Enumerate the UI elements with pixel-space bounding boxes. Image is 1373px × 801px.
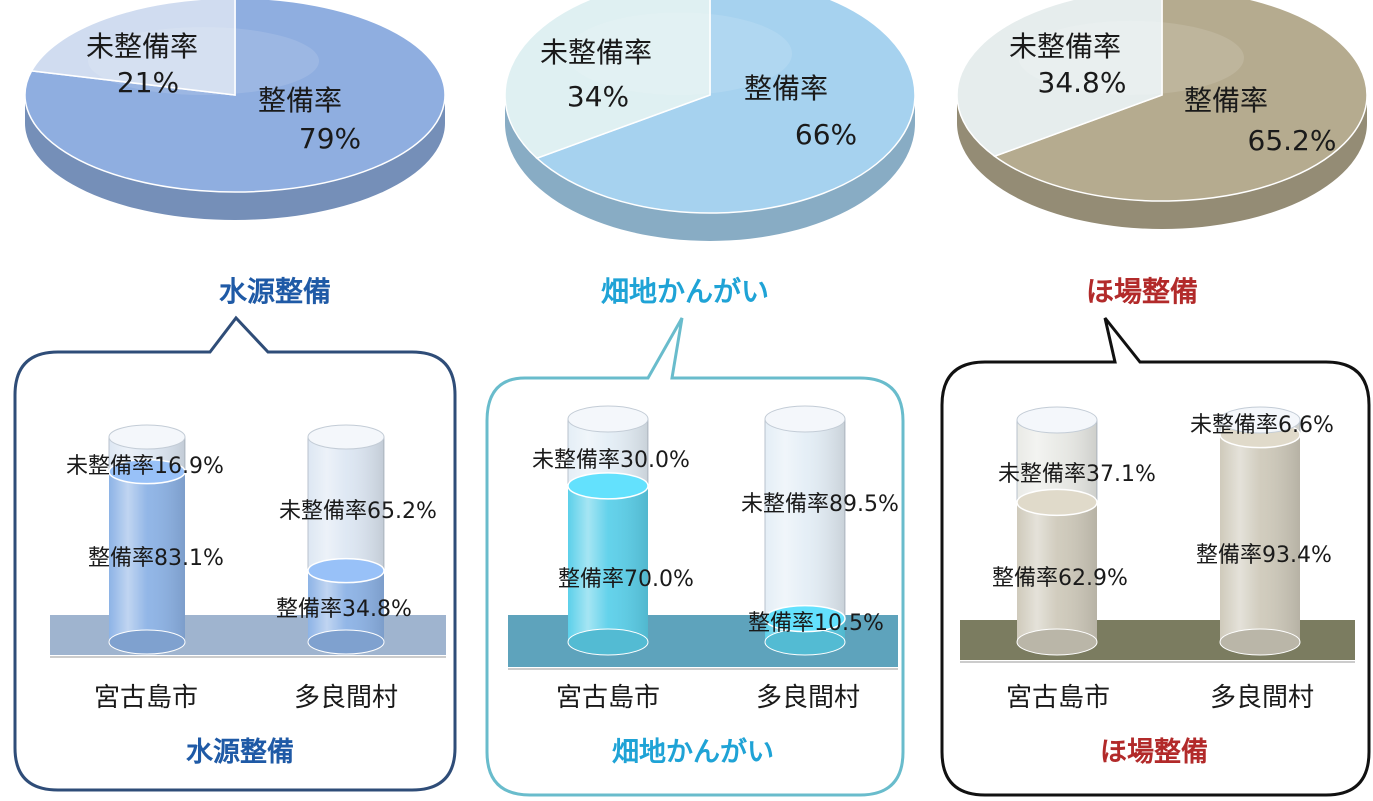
pie-slice-value: 66% xyxy=(795,118,857,151)
cylinder-shine xyxy=(1220,420,1300,642)
cylinder-label: 整備率62.9% xyxy=(992,566,1128,591)
chart-title: 水源整備 xyxy=(186,736,294,768)
pie-slice-label: 未整備率 xyxy=(86,30,198,63)
pie-slice xyxy=(504,0,711,160)
pie-slice-label: 未整備率 xyxy=(540,36,652,69)
cylinder-cap xyxy=(1219,406,1301,434)
cylinder-bars xyxy=(50,424,446,658)
pie-slice-label: 整備率 xyxy=(1184,84,1268,117)
cylinder-fill-top xyxy=(567,472,649,500)
pie-side-wall xyxy=(957,95,1367,229)
cylinder-shine xyxy=(765,419,845,642)
cylinder-fill-top xyxy=(108,458,186,485)
pie-chart-farmland-consolidation: 未整備率 34.8% 整備率 65.2% ほ場整備 xyxy=(956,0,1368,308)
pie-slices xyxy=(504,0,916,241)
chart-title: 畑地かんがい xyxy=(601,275,769,308)
pie-slice xyxy=(993,0,1368,202)
cylinder-panel-field-irrigation: 未整備率30.0% 整備率70.0% 未整備率89.5% 整備率10.5% 宮古… xyxy=(485,317,905,797)
cylinder-cap xyxy=(108,424,186,450)
cylinder-bars xyxy=(508,405,898,670)
cylinder-label: 整備率70.0% xyxy=(558,567,694,592)
category-label: 多良間村 xyxy=(756,683,860,713)
pie-slices xyxy=(956,0,1368,229)
chart-title: 水源整備 xyxy=(219,275,331,308)
pie-slice-value: 34% xyxy=(567,80,629,113)
cylinder-base xyxy=(108,629,186,655)
cylinder-label: 整備率93.4% xyxy=(1196,543,1332,568)
cylinder-bars xyxy=(960,406,1355,663)
pie-slice-value: 21% xyxy=(117,66,179,99)
cylinder-base xyxy=(1219,628,1301,656)
cylinder-fill-top xyxy=(764,604,846,633)
cylinder-fill-top xyxy=(1016,488,1098,517)
cylinder-shine xyxy=(1017,420,1097,642)
pie-slices xyxy=(24,0,446,220)
chart-title: ほ場整備 xyxy=(1100,736,1208,768)
pie-slice xyxy=(30,0,236,96)
chart-title: ほ場整備 xyxy=(1086,275,1198,308)
callout-frame xyxy=(13,315,457,792)
cylinder-base xyxy=(1016,628,1098,656)
pie-slice-value: 34.8% xyxy=(1038,66,1127,99)
category-label: 宮古島市 xyxy=(1006,683,1110,713)
category-label: 多良間村 xyxy=(294,683,398,713)
pie-side-wall xyxy=(25,95,445,220)
pie-slice xyxy=(535,0,916,214)
pie-slice xyxy=(956,0,1163,158)
cylinder-label: 未整備率37.1% xyxy=(998,462,1156,487)
cylinder-cap xyxy=(567,405,649,433)
cylinder-base xyxy=(307,629,385,655)
pie-slice-value: 79% xyxy=(299,122,361,155)
cylinder-label: 未整備率30.0% xyxy=(532,448,690,473)
cylinder-shine xyxy=(568,419,648,642)
pie-slice-label: 整備率 xyxy=(744,72,828,105)
cylinder-label: 整備率34.8% xyxy=(276,597,412,622)
cylinder-panel-water-source: 未整備率16.9% 整備率83.1% 未整備率65.2% 整備率34.8% 宮古… xyxy=(13,315,457,792)
pie-highlight xyxy=(1018,20,1244,95)
pie-chart-field-irrigation: 未整備率 34% 整備率 66% 畑地かんがい xyxy=(504,0,916,308)
pie-highlight xyxy=(88,27,319,95)
cylinder-label: 未整備率89.5% xyxy=(741,492,899,517)
pie-slice-label: 整備率 xyxy=(258,84,342,117)
cylinder-cap xyxy=(1016,406,1098,434)
category-label: 多良間村 xyxy=(1210,683,1314,713)
cylinder-fill-top xyxy=(307,557,385,584)
cylinder-label: 未整備率16.9% xyxy=(66,454,224,479)
pie-slice-value: 65.2% xyxy=(1248,124,1337,157)
category-label: 宮古島市 xyxy=(94,683,198,713)
pie-highlight xyxy=(566,12,792,95)
cylinder-panel-farmland-consolidation: 未整備率6.6% 未整備率37.1% 整備率93.4% 整備率62.9% 宮古島… xyxy=(940,317,1371,797)
cylinder-cap xyxy=(307,424,385,450)
cylinder-shine xyxy=(308,437,384,642)
pie-chart-water-source: 未整備率 21% 整備率 79% 水源整備 xyxy=(24,0,446,308)
cylinder-base xyxy=(567,628,649,656)
cylinder-label: 未整備率6.6% xyxy=(1190,413,1334,438)
pie-side-wall xyxy=(505,95,915,241)
cylinder-label: 整備率10.5% xyxy=(748,611,884,636)
chart-title: 畑地かんがい xyxy=(612,736,774,768)
cylinder-label: 未整備率65.2% xyxy=(279,499,437,524)
cylinder-cap xyxy=(764,405,846,433)
pie-slice xyxy=(24,0,446,193)
category-label: 宮古島市 xyxy=(556,683,660,713)
pie-slice-label: 未整備率 xyxy=(1009,30,1121,63)
cylinder-label: 整備率83.1% xyxy=(88,546,224,571)
